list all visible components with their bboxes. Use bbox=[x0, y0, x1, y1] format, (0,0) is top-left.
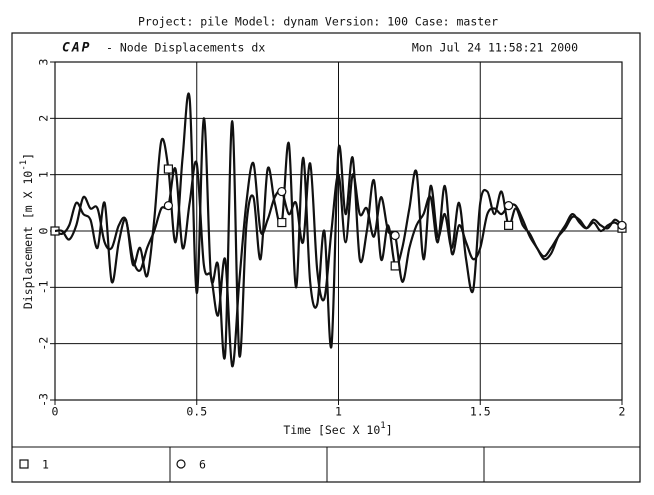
y-tick-label: -1 bbox=[37, 280, 51, 294]
x-axis-label-close: ] bbox=[386, 423, 393, 437]
y-axis-label-exponent: -1 bbox=[19, 160, 29, 171]
marker bbox=[277, 186, 287, 197]
marker bbox=[163, 164, 173, 174]
y-tick-label: -3 bbox=[37, 393, 51, 407]
marker bbox=[617, 220, 627, 230]
marker bbox=[163, 201, 173, 211]
x-tick-label: 0 bbox=[52, 405, 59, 419]
x-axis-label-exponent: 1 bbox=[380, 421, 385, 431]
series-line bbox=[54, 92, 623, 360]
header: Project: pile Model: dynam Version: 100 … bbox=[138, 15, 498, 29]
x-tick-label: 0.5 bbox=[186, 405, 207, 419]
x-tick-label: 2 bbox=[619, 405, 626, 419]
y-axis-label-close: ] bbox=[21, 153, 35, 160]
x-axis-label: Time [Sec X 101] bbox=[283, 421, 392, 437]
chart-title: - Node Displacements dx bbox=[106, 41, 265, 55]
legend-marker bbox=[19, 459, 29, 469]
y-tick-label: -2 bbox=[37, 337, 51, 351]
x-tick-label: 1 bbox=[335, 405, 342, 419]
y-axis-label-text: Displacement [m X 10 bbox=[21, 171, 35, 310]
date: Mon Jul 24 11:58:21 2000 bbox=[412, 41, 578, 55]
marker bbox=[504, 220, 514, 230]
logo: CAP bbox=[62, 41, 91, 56]
y-axis-label: Displacement [m X 10-1] bbox=[19, 153, 35, 309]
marker bbox=[390, 230, 400, 241]
y-tick-label: 3 bbox=[37, 58, 51, 65]
x-tick-label: 1.5 bbox=[470, 405, 491, 419]
legend-label: 1 bbox=[42, 458, 49, 472]
frame bbox=[11, 32, 641, 483]
y-tick-label: 0 bbox=[37, 227, 51, 234]
legend-label: 6 bbox=[199, 458, 206, 472]
x-axis-label-text: Time [Sec X 10 bbox=[283, 423, 380, 437]
y-tick-label: 1 bbox=[37, 171, 51, 178]
legend-marker bbox=[176, 459, 186, 469]
series-line bbox=[54, 160, 623, 368]
marker bbox=[504, 201, 514, 211]
marker bbox=[277, 217, 287, 228]
y-tick-label: 2 bbox=[37, 115, 51, 122]
